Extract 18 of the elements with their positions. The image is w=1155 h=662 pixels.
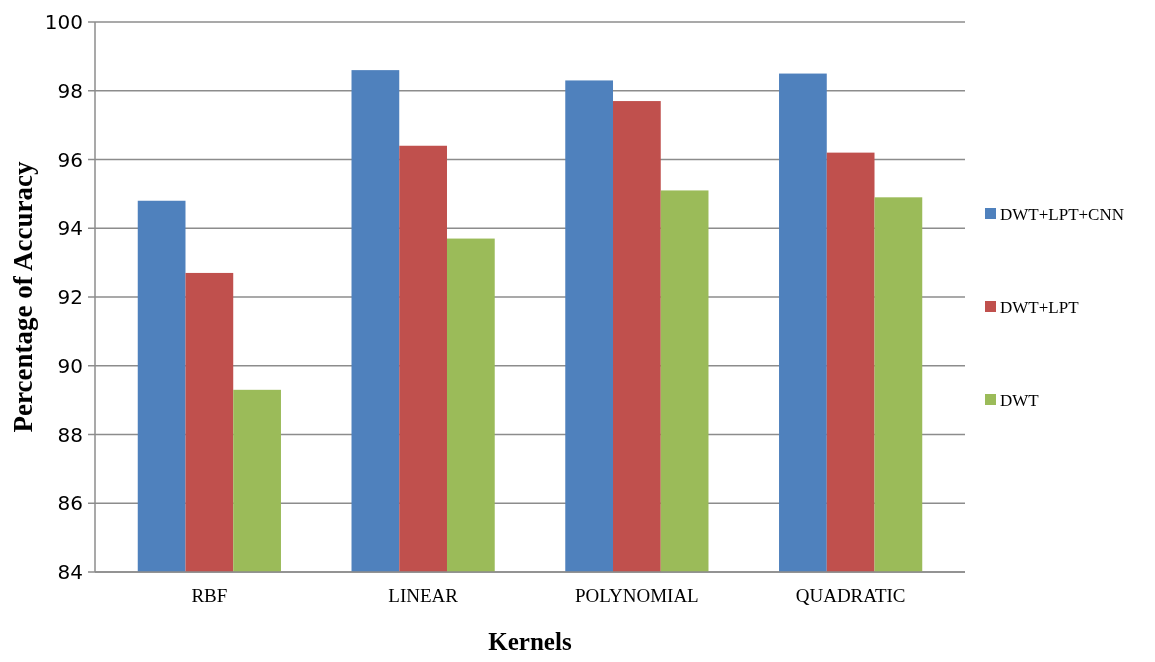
y-axis-title: Percentage of Accuracy: [8, 161, 38, 433]
y-tick-label: 88: [57, 422, 83, 447]
legend-label: DWT: [1000, 390, 1040, 410]
x-tick-label: LINEAR: [388, 585, 459, 606]
y-tick-label: 98: [57, 78, 83, 103]
y-tick-label: 90: [57, 353, 83, 378]
x-axis-title: Kernels: [488, 628, 572, 655]
x-tick-label: POLYNOMIAL: [575, 585, 699, 606]
y-tick-label: 86: [57, 491, 83, 516]
y-tick-label: 92: [57, 285, 83, 309]
x-tick-label: QUADRATIC: [795, 585, 906, 606]
y-tick-label: 94: [57, 216, 83, 241]
y-tick-label: 100: [44, 10, 83, 34]
legend-label: DWT+LPT: [1000, 297, 1080, 317]
x-tick-label: RBF: [191, 585, 228, 606]
y-tick-label: 96: [57, 147, 83, 172]
legend-label: DWT+LPT+CNN: [1000, 204, 1124, 224]
y-tick-label: 84: [57, 560, 83, 584]
